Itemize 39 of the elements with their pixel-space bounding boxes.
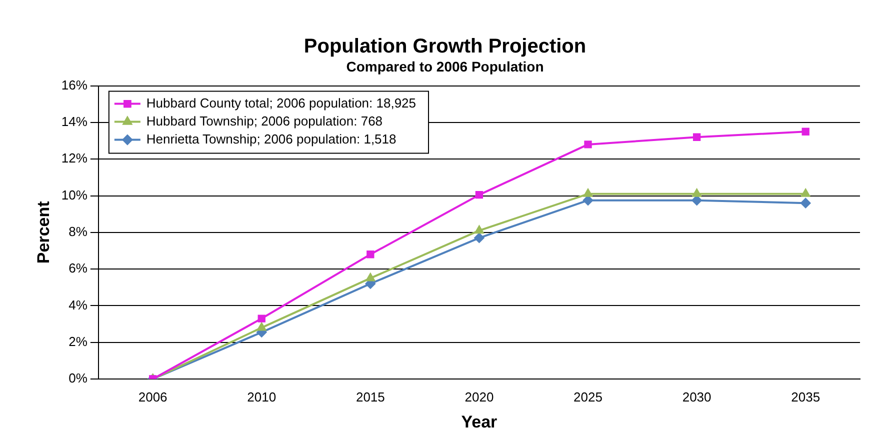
point	[800, 198, 811, 208]
y-tick-label: 16%	[61, 77, 88, 92]
chart-title: Population Growth Projection	[304, 36, 586, 58]
x-tick-label: 2015	[356, 389, 385, 404]
point	[583, 195, 594, 206]
y-tick-label: 14%	[61, 114, 88, 130]
point	[692, 188, 702, 197]
y-tick-label: 8%	[68, 224, 88, 239]
x-tick-label: 2030	[682, 389, 712, 404]
chart-subtitle: Compared to 2006 Population	[346, 58, 544, 74]
y-tick-label: 6%	[68, 260, 88, 276]
x-tick-label: 2020	[464, 389, 494, 404]
legend-label: Hubbard County total; 2006 population: 18,925	[146, 95, 416, 110]
point	[692, 195, 702, 206]
x-tick-label: 2025	[574, 389, 602, 404]
point	[801, 188, 810, 197]
point	[692, 133, 701, 141]
point	[474, 232, 484, 243]
x-tick-label: 2035	[791, 389, 820, 404]
point	[802, 128, 810, 136]
x-tick-label: 2010	[247, 389, 276, 404]
point	[257, 322, 266, 331]
point	[474, 226, 484, 234]
y-tick-label: 12%	[61, 150, 88, 166]
legend-label: Henrietta Township; 2006 population: 1,518	[146, 131, 396, 146]
y-tick-label: 4%	[68, 297, 88, 312]
y-tick-label: 2%	[68, 334, 88, 349]
point	[584, 140, 592, 148]
y-axis-title: Percent	[34, 200, 53, 264]
point	[584, 188, 592, 197]
y-tick-label: 10%	[61, 187, 88, 202]
point	[258, 314, 266, 322]
y-tick-label: 0%	[68, 370, 88, 386]
legend-label: Hubbard Township; 2006 population: 768	[146, 113, 383, 128]
point	[366, 250, 374, 258]
point	[475, 191, 484, 199]
point	[366, 273, 375, 282]
x-tick-label: 2006	[138, 389, 168, 404]
x-axis-title: Year	[461, 412, 498, 432]
